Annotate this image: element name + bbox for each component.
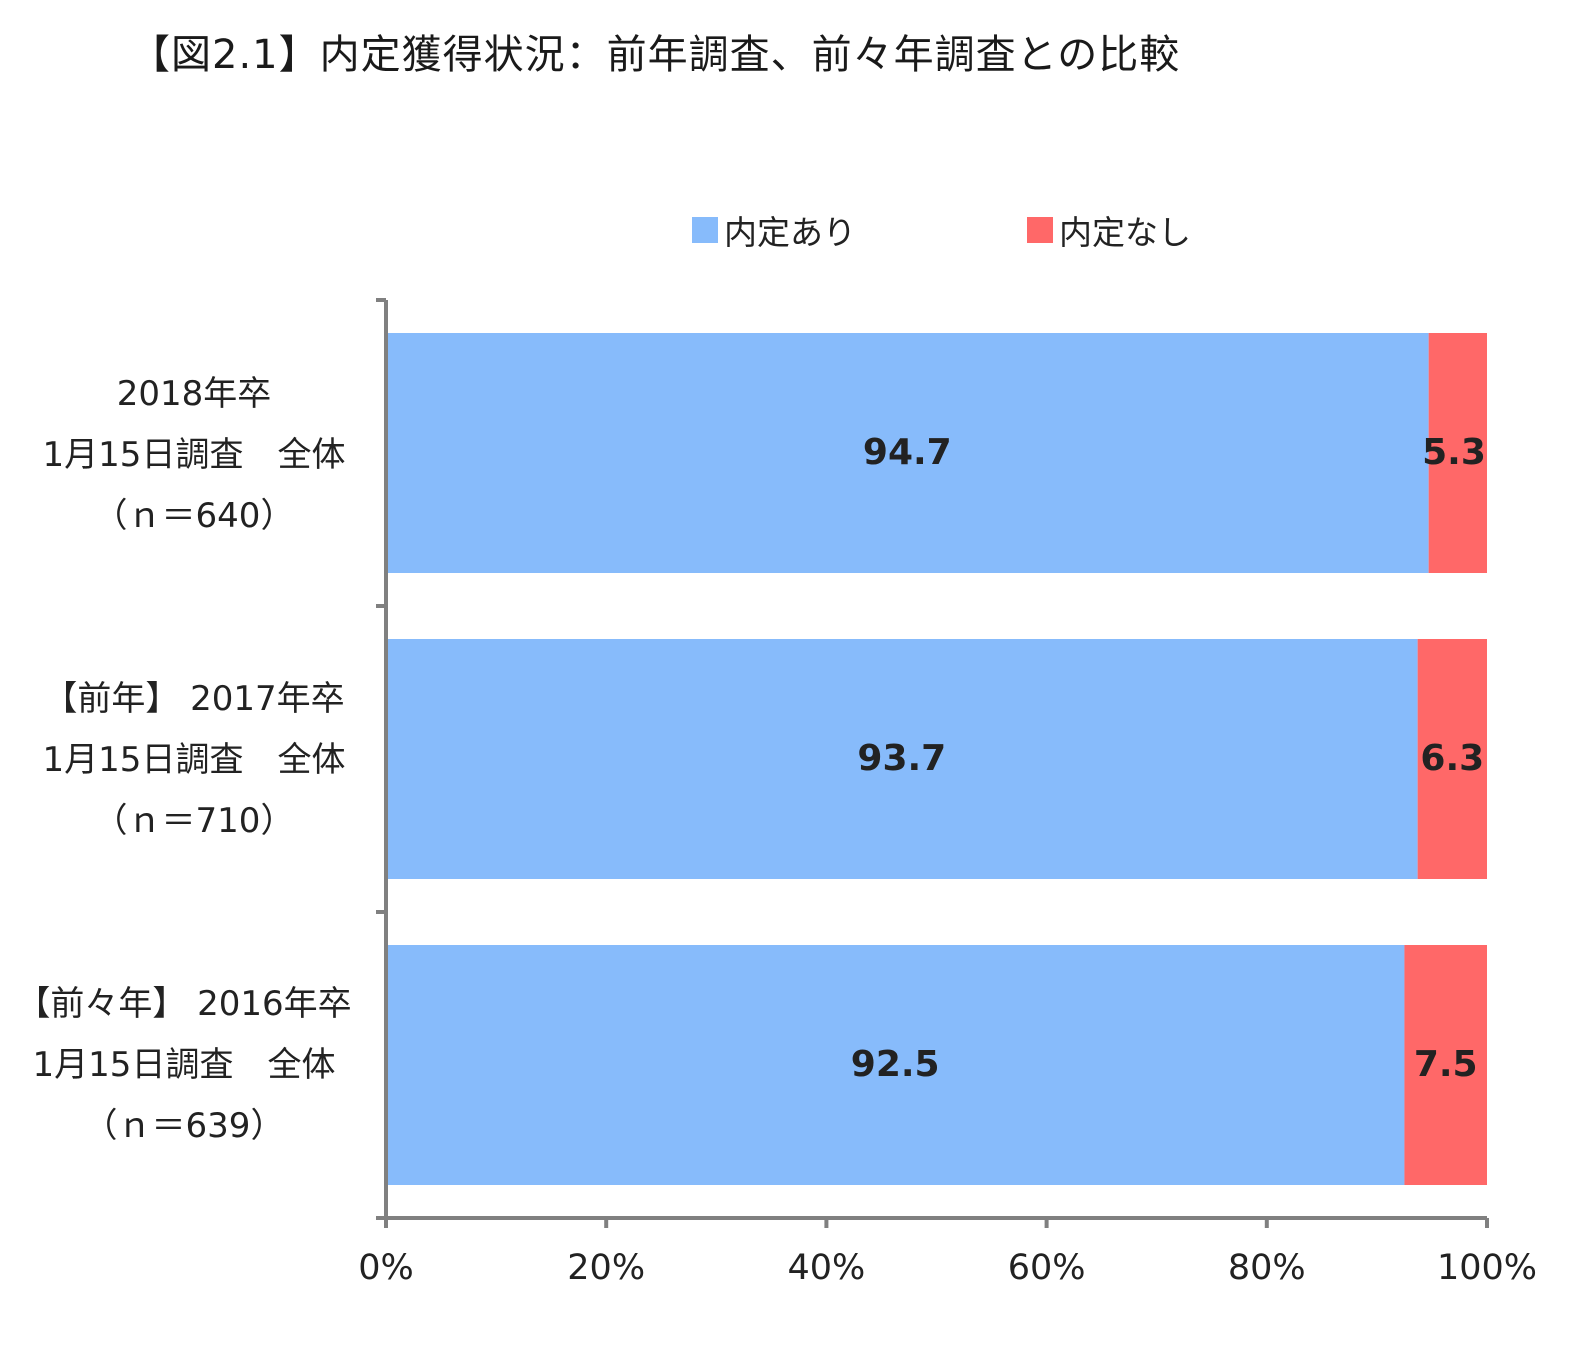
bar-segment-naitei-nashi-1 [1417,639,1487,879]
bar-segment-naitei-ari-0 [386,333,1429,573]
legend-item-naitei-ari: 内定あり [692,206,856,254]
value-label-naitei-nashi-2: 7.5 [1413,1044,1478,1085]
value-label-naitei-ari-0: 94.7 [862,432,952,473]
legend-item-naitei-nashi: 内定なし [1027,206,1191,254]
axes-group [376,298,1489,1228]
category-label-2018: 2018年卒 1月15日調査 全体 （ｎ＝640） [14,364,374,547]
value-label-naitei-ari-1: 93.7 [857,738,947,779]
bars-group [386,333,1487,1185]
category-label-line: 1月15日調査 全体 [42,435,346,475]
legend-label-naitei-nashi: 内定なし [1059,213,1191,252]
category-label-2016: 【前々年】 2016年卒 1月15日調査 全体 （ｎ＝639） [4,974,364,1157]
x-tick-label: 80% [1227,1248,1306,1288]
bar-segment-naitei-ari-1 [386,639,1418,879]
x-tick-label: 60% [1007,1248,1086,1288]
x-tick-label: 100% [1436,1248,1538,1288]
value-label-naitei-nashi-1: 6.3 [1420,738,1485,779]
x-tick-label: 0% [358,1248,414,1288]
category-label-line: 1月15日調査 全体 [42,740,346,780]
bar-segment-naitei-nashi-0 [1428,333,1487,573]
bar-segment-naitei-ari-2 [386,945,1405,1185]
category-label-2017: 【前年】 2017年卒 1月15日調査 全体 （ｎ＝710） [14,669,374,852]
x-tick-label: 40% [787,1248,866,1288]
category-label-line: （ｎ＝640） [93,496,295,536]
legend-label-naitei-ari: 内定あり [724,213,856,252]
category-label-line: （ｎ＝639） [83,1106,285,1146]
chart-title: 【図2.1】内定獲得状況：前年調査、前々年調査との比較 [130,32,1181,78]
category-label-line: 【前々年】 2016年卒 [16,984,352,1024]
legend-swatch-naitei-nashi [1027,217,1053,243]
value-label-naitei-ari-2: 92.5 [850,1044,940,1085]
category-label-line: 1月15日調査 全体 [32,1045,336,1085]
x-tick-label: 20% [567,1248,646,1288]
category-label-line: （ｎ＝710） [93,801,295,841]
category-label-line: 【前年】 2017年卒 [43,679,345,719]
value-label-naitei-nashi-0: 5.3 [1422,432,1486,473]
legend-swatch-naitei-ari [692,217,718,243]
bar-segment-naitei-nashi-2 [1404,945,1487,1185]
category-label-line: 2018年卒 [116,374,272,414]
